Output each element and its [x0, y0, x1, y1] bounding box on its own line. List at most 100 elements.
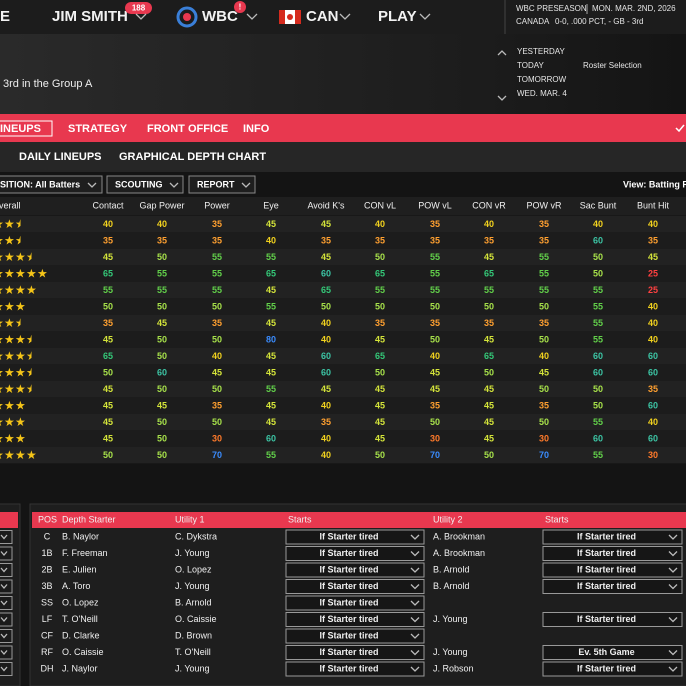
column-header[interactable]: Bunt Hit: [637, 200, 670, 210]
utility-2[interactable]: A. Brookman: [433, 531, 485, 541]
depth-starter[interactable]: B. Naylor: [62, 531, 99, 541]
table-row[interactable]: [0, 380, 686, 398]
calendar-day[interactable]: TODAY: [517, 61, 544, 70]
table-row[interactable]: [0, 364, 686, 381]
calendar-day[interactable]: TOMORROW: [517, 75, 567, 84]
depth-starter[interactable]: T. O'Neill: [62, 614, 98, 624]
starts-value[interactable]: If Starter tired: [319, 531, 378, 541]
depth-starter[interactable]: O. Caissie: [62, 647, 104, 657]
starts-value[interactable]: If Starter tired: [319, 614, 378, 624]
starts-dropdown[interactable]: [285, 645, 425, 660]
utility-1[interactable]: O. Lopez: [175, 564, 212, 574]
tab[interactable]: INEUPS: [0, 123, 41, 135]
table-row[interactable]: [0, 413, 686, 431]
starts-value[interactable]: If Starter tired: [577, 581, 636, 591]
starts-value[interactable]: If Starter tired: [319, 564, 378, 574]
check[interactable]: [675, 124, 685, 133]
table-row[interactable]: [0, 265, 686, 282]
nav-item[interactable]: E: [0, 8, 10, 25]
starts-dropdown[interactable]: [285, 628, 425, 644]
table-row[interactable]: [0, 347, 686, 365]
starts-value[interactable]: Ev. 5th Game: [578, 647, 634, 657]
starts-dropdown[interactable]: [285, 661, 425, 677]
utility-2[interactable]: J. Robson: [433, 663, 474, 673]
starts-value[interactable]: If Starter tired: [319, 663, 378, 673]
filter-dropdown[interactable]: [106, 175, 184, 194]
nav-manager[interactable]: JIM SMITH: [52, 8, 128, 25]
utility-1[interactable]: O. Caissie: [175, 614, 217, 624]
filter-report[interactable]: REPORT: [197, 179, 235, 189]
starts-dropdown[interactable]: [542, 579, 683, 594]
starts-dropdown[interactable]: [285, 562, 425, 578]
depth-starter[interactable]: O. Lopez: [62, 597, 99, 607]
starts-value[interactable]: If Starter tired: [319, 597, 378, 607]
column-header[interactable]: Eye: [263, 200, 279, 210]
calendar-event[interactable]: Roster Selection: [583, 61, 642, 70]
starts-dropdown[interactable]: [285, 546, 425, 561]
depth-starter[interactable]: F. Freeman: [62, 548, 108, 558]
column-header[interactable]: Sac Bunt: [580, 200, 617, 210]
filter-dropdown[interactable]: [188, 175, 256, 194]
subtab[interactable]: DAILY LINEUPS: [19, 151, 102, 163]
starts-dropdown[interactable]: [285, 579, 425, 594]
nav-play[interactable]: PLAY: [378, 8, 417, 25]
starts-dropdown[interactable]: [542, 645, 683, 660]
depth-starter[interactable]: E. Julien: [62, 564, 97, 574]
nav-team[interactable]: CAN: [306, 8, 339, 25]
starts-value[interactable]: If Starter tired: [319, 630, 378, 640]
utility-2[interactable]: J. Young: [433, 647, 468, 657]
calendar-day[interactable]: YESTERDAY: [517, 47, 566, 56]
filter-scouting[interactable]: SCOUTING: [115, 179, 163, 189]
table-row[interactable]: [0, 232, 686, 249]
calendar-up[interactable]: [497, 50, 507, 56]
utility-1[interactable]: J. Young: [175, 581, 210, 591]
table-row[interactable]: [0, 430, 686, 447]
calendar-day[interactable]: WED. MAR. 4: [517, 89, 567, 98]
tab[interactable]: STRATEGY: [68, 123, 128, 135]
utility-1[interactable]: J. Young: [175, 663, 210, 673]
nav-league[interactable]: WBC: [202, 8, 238, 25]
depth-starter[interactable]: J. Naylor: [62, 663, 98, 673]
tab[interactable]: INFO: [243, 123, 270, 135]
starts-dropdown[interactable]: [542, 661, 683, 677]
calendar-down[interactable]: [497, 95, 507, 101]
starts-value[interactable]: If Starter tired: [319, 581, 378, 591]
column-header[interactable]: Avoid K's: [307, 200, 345, 210]
utility-1[interactable]: D. Brown: [175, 630, 212, 640]
depth-starter[interactable]: A. Toro: [62, 581, 90, 591]
starts-dropdown[interactable]: [542, 612, 683, 627]
utility-2[interactable]: B. Arnold: [433, 564, 470, 574]
utility-1[interactable]: T. O'Neill: [175, 647, 211, 657]
starts-value[interactable]: If Starter tired: [319, 548, 378, 558]
column-header[interactable]: POW vL: [418, 200, 452, 210]
table-row[interactable]: [0, 446, 686, 464]
starts-dropdown[interactable]: [542, 562, 683, 578]
filter-position[interactable]: SITION: All Batters: [0, 179, 80, 189]
depth-starter[interactable]: D. Clarke: [62, 630, 100, 640]
tab[interactable]: FRONT OFFICE: [147, 123, 228, 135]
starts-dropdown[interactable]: [285, 529, 425, 545]
column-header[interactable]: CON vR: [472, 200, 506, 210]
column-header[interactable]: POW vR: [527, 200, 562, 210]
table-row[interactable]: [0, 331, 686, 348]
table-row[interactable]: [0, 314, 686, 332]
column-header[interactable]: Power: [204, 200, 230, 210]
column-header[interactable]: Contact: [92, 200, 124, 210]
starts-dropdown[interactable]: [285, 612, 425, 627]
table-row[interactable]: [0, 281, 686, 299]
utility-2[interactable]: B. Arnold: [433, 581, 470, 591]
subtab[interactable]: GRAPHICAL DEPTH CHART: [119, 151, 266, 163]
table-row[interactable]: [0, 298, 686, 315]
starts-value[interactable]: If Starter tired: [577, 548, 636, 558]
column-header[interactable]: CON vL: [364, 200, 396, 210]
view-label[interactable]: View: Batting R: [623, 179, 686, 189]
utility-1[interactable]: C. Dykstra: [175, 531, 217, 541]
starts-value[interactable]: If Starter tired: [577, 614, 636, 624]
starts-value[interactable]: If Starter tired: [577, 564, 636, 574]
column-header[interactable]: verall: [0, 200, 21, 210]
starts-dropdown[interactable]: [542, 529, 683, 545]
starts-dropdown[interactable]: [542, 546, 683, 561]
table-row[interactable]: [0, 215, 686, 233]
starts-dropdown[interactable]: [285, 595, 425, 611]
utility-1[interactable]: B. Arnold: [175, 597, 212, 607]
